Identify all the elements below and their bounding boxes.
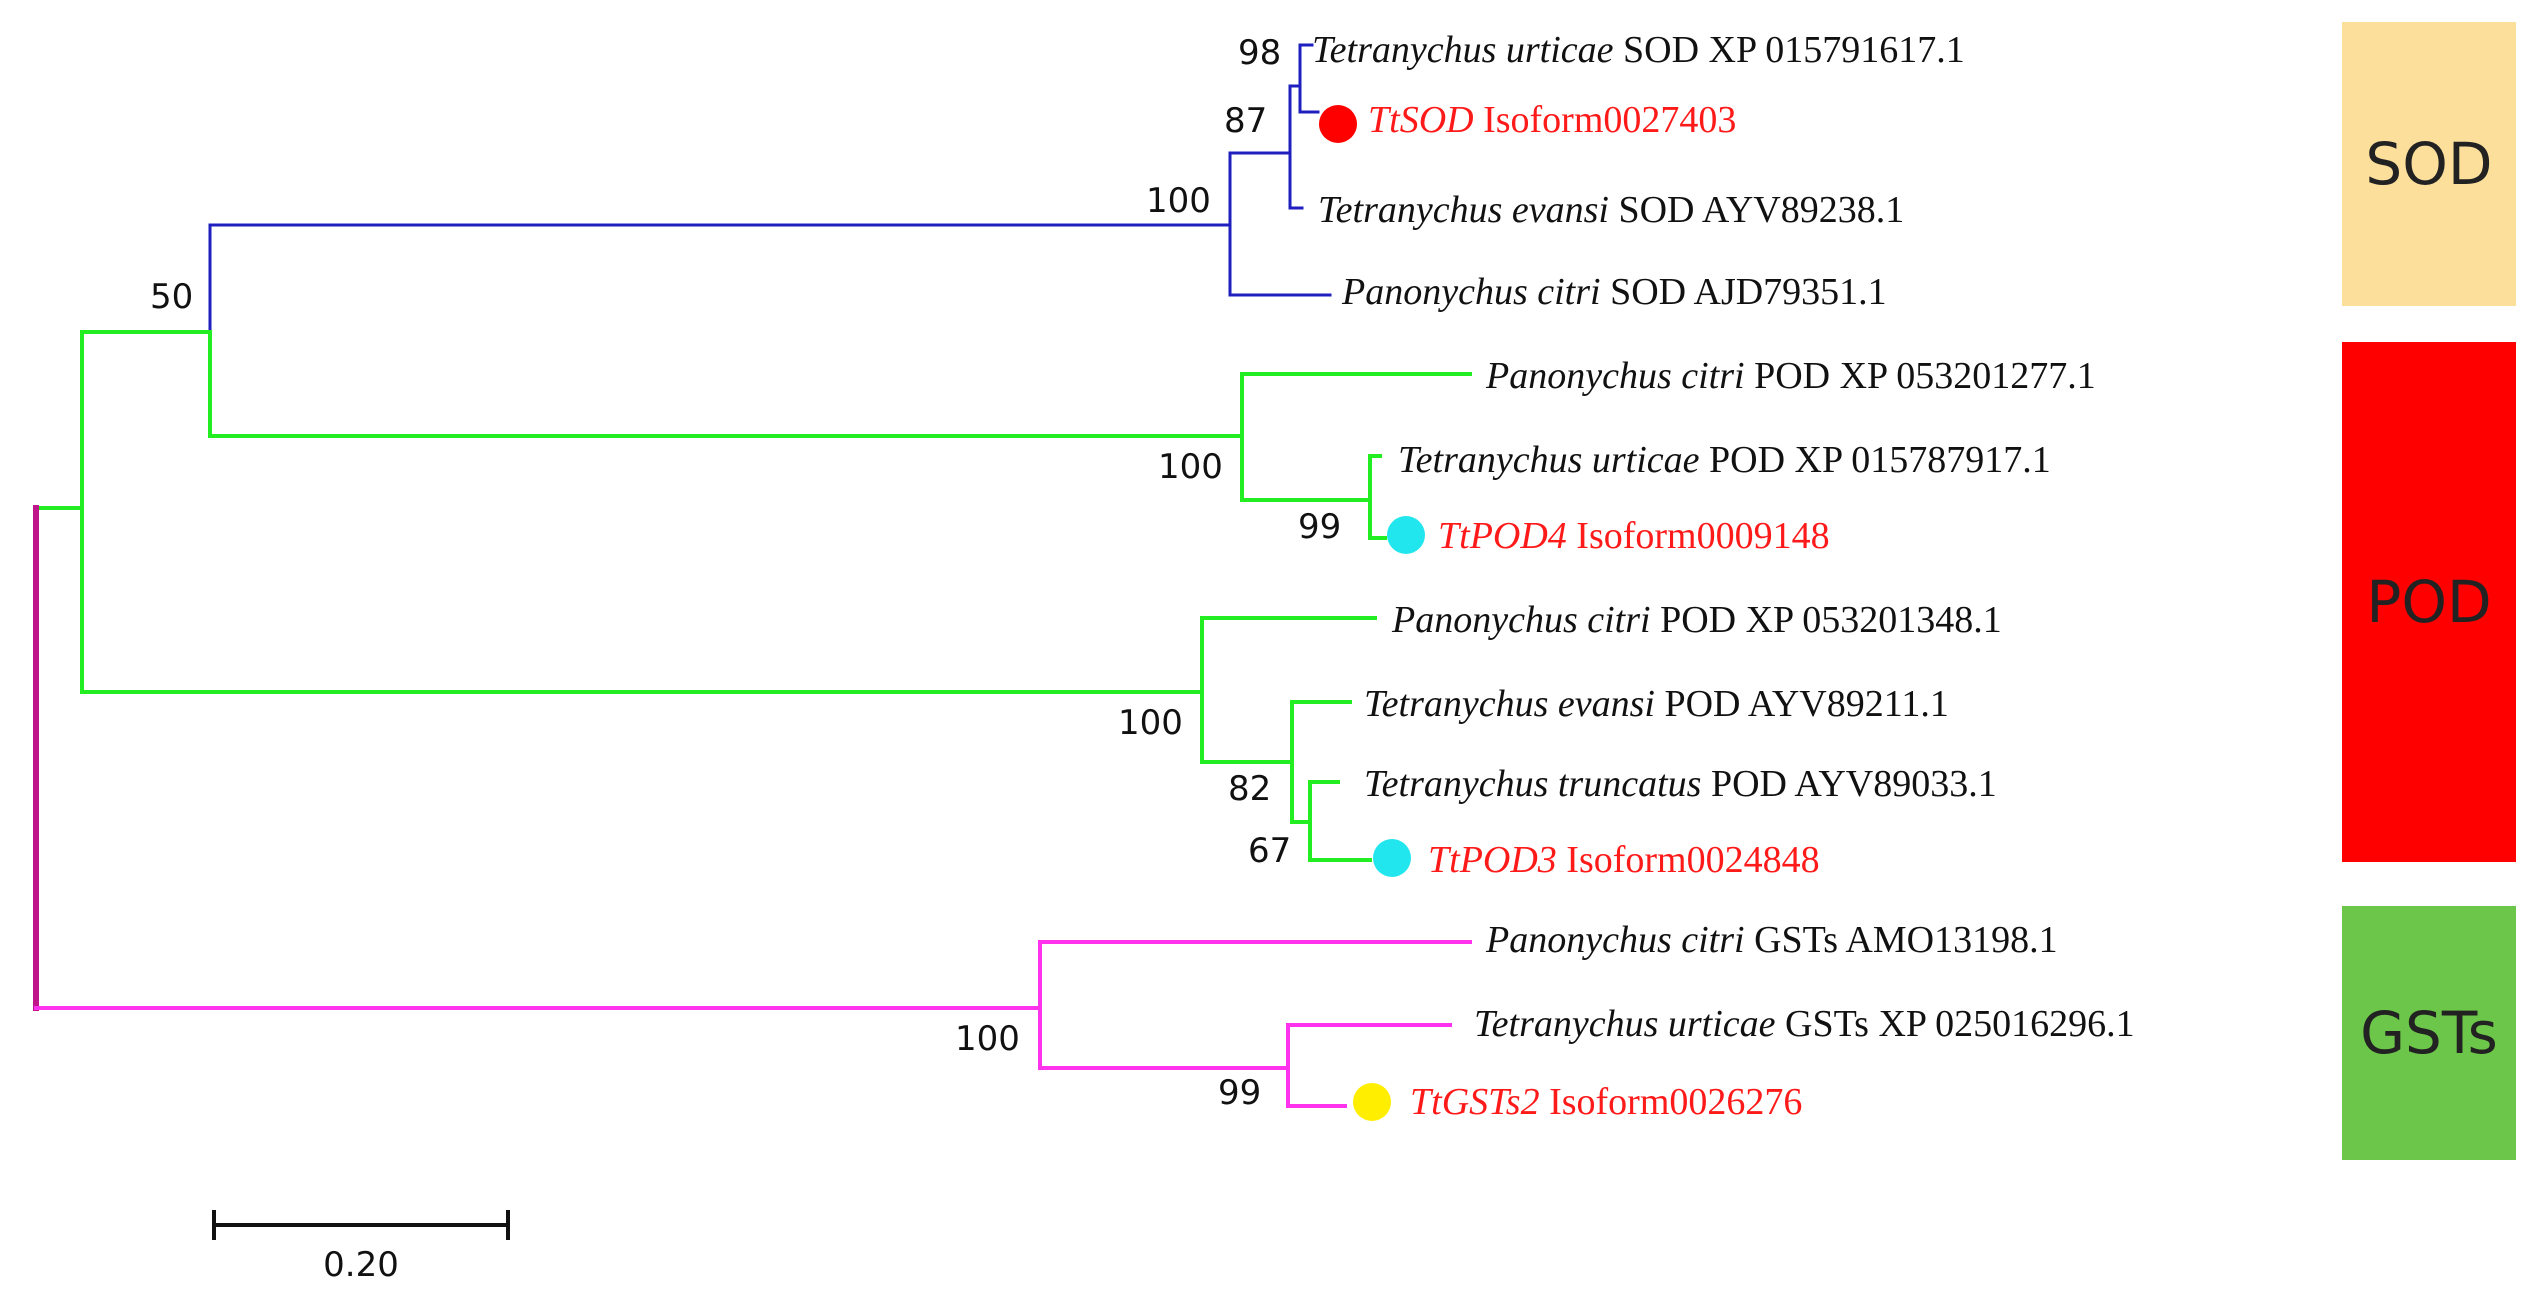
- leaf-label: TtSOD Isoform0027403: [1368, 99, 1736, 141]
- clade-box-pod: [2342, 342, 2516, 862]
- leaf-gene: GSTs: [1776, 1003, 1869, 1045]
- bootstrap-value: 99: [1218, 1073, 1261, 1113]
- cyan-circle-icon: [1387, 516, 1425, 554]
- leaf-label: Tetranychus evansi POD AYV89211.1: [1364, 683, 1949, 725]
- leaf-species: TtGSTs2: [1410, 1081, 1540, 1123]
- leaf-accession: AMO13198.1: [1838, 919, 2058, 961]
- leaf-gene: GSTs: [1745, 919, 1838, 961]
- leaf-accession: AYV89033.1: [1787, 763, 1997, 805]
- scale-bar-label: 0.20: [323, 1245, 399, 1285]
- leaf-label: TtPOD4 Isoform0009148: [1438, 515, 1830, 557]
- clade-label-sod: SOD: [2365, 130, 2492, 198]
- leaf-accession: XP 025016296.1: [1869, 1003, 2135, 1045]
- yellow-circle-icon: [1353, 1083, 1391, 1121]
- leaf-species: TtSOD: [1368, 99, 1474, 141]
- bootstrap-value: 99: [1298, 507, 1341, 547]
- leaf-label: Panonychus citri POD XP 053201348.1: [1391, 599, 2002, 641]
- leaf-accession: AJD79351.1: [1686, 271, 1887, 313]
- leaf-gene: POD: [1651, 599, 1737, 641]
- leaf-species: Tetranychus truncatus: [1364, 763, 1701, 805]
- leaf-species: TtPOD4: [1438, 515, 1567, 557]
- leaf-gene: SOD: [1609, 189, 1695, 231]
- leaf-accession: XP 015791617.1: [1699, 29, 1965, 71]
- red-circle-icon: [1319, 105, 1357, 143]
- clade-box-gsts: [2342, 906, 2516, 1160]
- leaf-label: TtPOD3 Isoform0024848: [1428, 839, 1820, 881]
- clade-box-sod: [2342, 22, 2516, 306]
- leaf-gene: POD: [1655, 683, 1741, 725]
- leaf-gene: POD: [1700, 439, 1786, 481]
- bootstrap-value: 100: [1158, 447, 1223, 487]
- leaf-species: Panonychus citri: [1485, 355, 1745, 397]
- leaf-label: TtGSTs2 Isoform0026276: [1410, 1081, 1802, 1123]
- bootstrap-value: 100: [1118, 703, 1183, 743]
- leaf-label: Tetranychus urticae GSTs XP 025016296.1: [1474, 1003, 2135, 1045]
- leaf-species: TtPOD3: [1428, 839, 1557, 881]
- leaf-label: Tetranychus evansi SOD AYV89238.1: [1318, 189, 1904, 231]
- leaf-gene: POD: [1701, 763, 1787, 805]
- leaf-accession: AYV89211.1: [1741, 683, 1949, 725]
- bootstrap-value: 67: [1248, 831, 1291, 871]
- bootstrap-value: 82: [1228, 769, 1271, 809]
- leaf-species: Panonychus citri: [1341, 271, 1601, 313]
- leaf-label: Panonychus citri GSTs AMO13198.1: [1485, 919, 2058, 961]
- bootstrap-value: 98: [1238, 33, 1281, 73]
- leaf-gene: POD: [1745, 355, 1831, 397]
- leaf-species: Tetranychus evansi: [1364, 683, 1655, 725]
- leaf-species: Tetranychus urticae: [1474, 1003, 1776, 1045]
- bootstrap-value: 87: [1224, 101, 1267, 141]
- leaf-gene: SOD: [1601, 271, 1687, 313]
- clade-label-gsts: GSTs: [2360, 999, 2498, 1067]
- bootstrap-value: 100: [955, 1019, 1020, 1059]
- leaf-label: Tetranychus urticae POD XP 015787917.1: [1398, 439, 2051, 481]
- leaf-accession: AYV89238.1: [1695, 189, 1905, 231]
- leaf-accession: Isoform0024848: [1557, 839, 1820, 881]
- leaf-species: Tetranychus urticae: [1312, 29, 1614, 71]
- leaf-gene: SOD: [1614, 29, 1700, 71]
- leaf-species: Panonychus citri: [1391, 599, 1651, 641]
- leaf-accession: XP 053201277.1: [1830, 355, 2096, 397]
- leaf-accession: Isoform0026276: [1540, 1081, 1803, 1123]
- leaf-species: Tetranychus evansi: [1318, 189, 1609, 231]
- leaf-label: Panonychus citri SOD AJD79351.1: [1341, 271, 1887, 313]
- leaf-species: Panonychus citri: [1485, 919, 1745, 961]
- leaf-accession: Isoform0009148: [1567, 515, 1830, 557]
- leaf-accession: XP 053201348.1: [1736, 599, 2002, 641]
- leaf-label: Panonychus citri POD XP 053201277.1: [1485, 355, 2096, 397]
- cyan-circle-icon: [1373, 839, 1411, 877]
- leaf-accession: XP 015787917.1: [1785, 439, 2051, 481]
- leaf-species: Tetranychus urticae: [1398, 439, 1700, 481]
- bootstrap-value: 50: [150, 277, 193, 317]
- clade-label-pod: POD: [2366, 568, 2491, 636]
- leaf-accession: Isoform0027403: [1474, 99, 1737, 141]
- bootstrap-value: 100: [1146, 181, 1211, 221]
- leaf-label: Tetranychus truncatus POD AYV89033.1: [1364, 763, 1997, 805]
- leaf-label: Tetranychus urticae SOD XP 015791617.1: [1312, 29, 1965, 71]
